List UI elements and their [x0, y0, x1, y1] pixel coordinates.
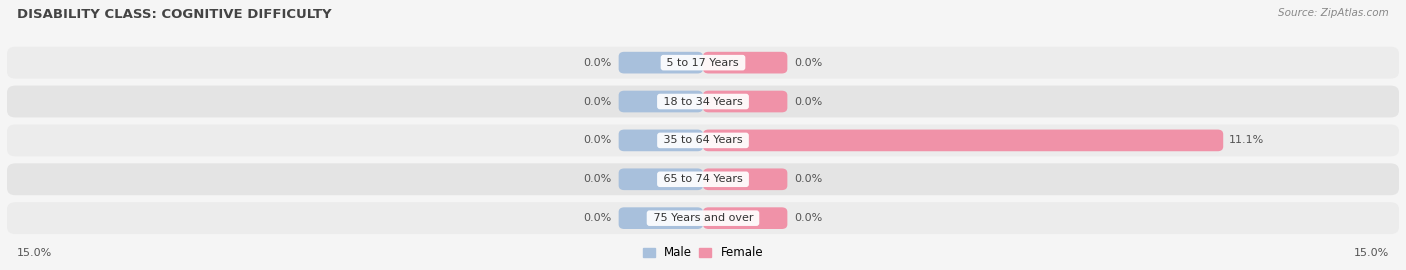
FancyBboxPatch shape	[619, 52, 703, 73]
Text: 18 to 34 Years: 18 to 34 Years	[659, 96, 747, 107]
Text: 0.0%: 0.0%	[794, 96, 823, 107]
Text: 35 to 64 Years: 35 to 64 Years	[659, 135, 747, 146]
FancyBboxPatch shape	[703, 207, 787, 229]
FancyBboxPatch shape	[703, 91, 787, 112]
FancyBboxPatch shape	[619, 91, 703, 112]
Text: 75 Years and over: 75 Years and over	[650, 213, 756, 223]
Text: 0.0%: 0.0%	[583, 135, 612, 146]
Text: 0.0%: 0.0%	[583, 58, 612, 68]
Text: 0.0%: 0.0%	[583, 174, 612, 184]
FancyBboxPatch shape	[703, 168, 787, 190]
FancyBboxPatch shape	[703, 52, 787, 73]
Text: 11.1%: 11.1%	[1229, 135, 1264, 146]
FancyBboxPatch shape	[619, 130, 703, 151]
Text: 0.0%: 0.0%	[583, 213, 612, 223]
FancyBboxPatch shape	[619, 207, 703, 229]
FancyBboxPatch shape	[7, 86, 1399, 117]
Text: 5 to 17 Years: 5 to 17 Years	[664, 58, 742, 68]
Text: Source: ZipAtlas.com: Source: ZipAtlas.com	[1278, 8, 1389, 18]
Text: 65 to 74 Years: 65 to 74 Years	[659, 174, 747, 184]
FancyBboxPatch shape	[7, 124, 1399, 156]
Text: 0.0%: 0.0%	[794, 174, 823, 184]
Text: 15.0%: 15.0%	[17, 248, 52, 258]
Text: 0.0%: 0.0%	[794, 58, 823, 68]
FancyBboxPatch shape	[703, 130, 1223, 151]
Legend: Male, Female: Male, Female	[638, 242, 768, 264]
FancyBboxPatch shape	[7, 163, 1399, 195]
Text: DISABILITY CLASS: COGNITIVE DIFFICULTY: DISABILITY CLASS: COGNITIVE DIFFICULTY	[17, 8, 332, 21]
FancyBboxPatch shape	[7, 202, 1399, 234]
FancyBboxPatch shape	[619, 168, 703, 190]
Text: 15.0%: 15.0%	[1354, 248, 1389, 258]
Text: 0.0%: 0.0%	[583, 96, 612, 107]
FancyBboxPatch shape	[7, 47, 1399, 79]
Text: 0.0%: 0.0%	[794, 213, 823, 223]
